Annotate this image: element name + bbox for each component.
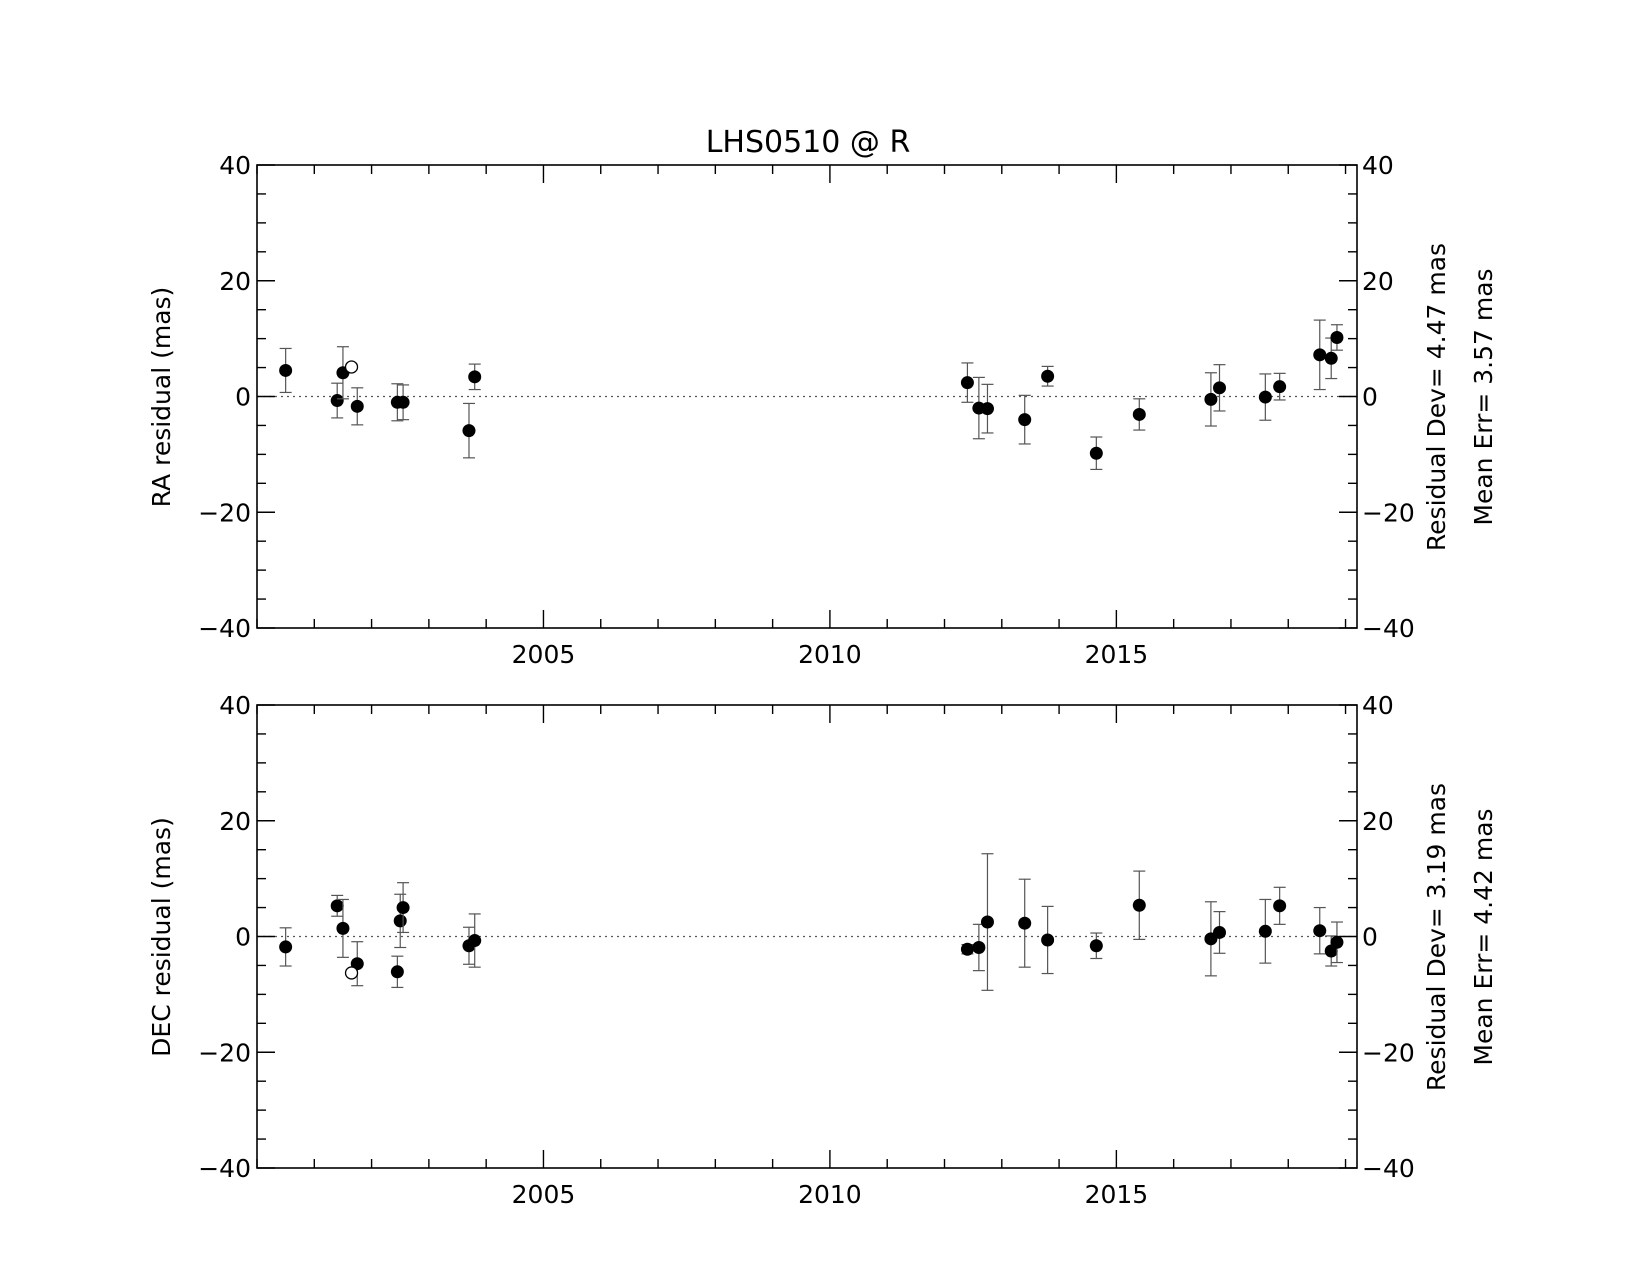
data-point bbox=[1204, 392, 1218, 406]
plot-frame bbox=[256, 164, 1358, 629]
residual-stat-label: Residual Dev= 3.19 mas bbox=[1422, 783, 1451, 1091]
x-tick-label: 2010 bbox=[798, 1180, 862, 1209]
y-tick-label: −20 bbox=[198, 498, 251, 527]
residual-stat-label: Mean Err= 3.57 mas bbox=[1469, 268, 1498, 525]
data-point bbox=[1213, 381, 1226, 395]
y-tick-label-right: −20 bbox=[1362, 498, 1415, 527]
data-point bbox=[1041, 369, 1055, 383]
data-point bbox=[1258, 924, 1272, 938]
data-point bbox=[468, 934, 482, 948]
data-point bbox=[279, 363, 293, 377]
data-point bbox=[1258, 390, 1272, 404]
data-point bbox=[960, 942, 974, 956]
y-tick-label-right: −20 bbox=[1362, 1038, 1415, 1067]
x-tick-label: 2005 bbox=[512, 1180, 576, 1209]
y-tick-label-right: 40 bbox=[1362, 691, 1394, 720]
y-axis-label: DEC residual (mas) bbox=[147, 817, 176, 1057]
data-point bbox=[330, 899, 344, 913]
data-point bbox=[390, 965, 404, 979]
y-tick-label: 0 bbox=[235, 923, 251, 952]
y-tick-label-right: 20 bbox=[1362, 267, 1394, 296]
data-point bbox=[960, 376, 974, 390]
data-point bbox=[1330, 330, 1344, 344]
data-point bbox=[1273, 899, 1287, 913]
data-point bbox=[1018, 413, 1032, 427]
data-point bbox=[396, 395, 410, 409]
plot-frame bbox=[256, 704, 1358, 1169]
data-point bbox=[462, 424, 476, 438]
data-point bbox=[1330, 935, 1344, 949]
data-point bbox=[1324, 351, 1338, 365]
y-tick-label: 20 bbox=[219, 267, 251, 296]
y-tick-label-right: 0 bbox=[1362, 383, 1378, 412]
data-point bbox=[1089, 446, 1103, 460]
y-tick-label: −40 bbox=[198, 1154, 251, 1183]
y-tick-label: −20 bbox=[198, 1038, 251, 1067]
dec-residual-panel: 2005 2010 2015 −40 −40 −20 −20 0 0 20 20 40 40 DEC re… bbox=[147, 691, 1498, 1209]
y-tick-label-right: −40 bbox=[1362, 1154, 1415, 1183]
open-data-point bbox=[344, 966, 359, 980]
x-tick-label: 2010 bbox=[798, 640, 862, 669]
y-axis-label: RA residual (mas) bbox=[147, 287, 176, 508]
data-point bbox=[1273, 380, 1287, 394]
x-tick-label: 2015 bbox=[1085, 640, 1149, 669]
data-point bbox=[393, 914, 407, 928]
y-tick-label: 20 bbox=[219, 807, 251, 836]
y-tick-label: 0 bbox=[235, 383, 251, 412]
y-tick-label-right: 0 bbox=[1362, 923, 1378, 952]
data-point bbox=[330, 394, 344, 408]
y-tick-label: −40 bbox=[198, 614, 251, 643]
data-point bbox=[1313, 924, 1327, 938]
data-point bbox=[1132, 898, 1146, 912]
y-tick-label-right: 20 bbox=[1362, 807, 1394, 836]
data-point bbox=[1313, 348, 1327, 362]
data-point bbox=[1132, 407, 1146, 421]
x-tick-label: 2015 bbox=[1085, 1180, 1149, 1209]
ra-residual-panel: 2005 2010 2015 −40 −40 −20 −20 0 0 20 20 40 40 RA res… bbox=[147, 151, 1498, 669]
y-tick-label: 40 bbox=[219, 691, 251, 720]
open-data-point bbox=[344, 360, 359, 374]
data-point bbox=[1018, 916, 1032, 930]
y-tick-label-right: −40 bbox=[1362, 614, 1415, 643]
data-point bbox=[396, 901, 410, 915]
residual-stat-label: Mean Err= 4.42 mas bbox=[1469, 808, 1498, 1065]
y-tick-label: 40 bbox=[219, 151, 251, 180]
data-point bbox=[980, 915, 994, 929]
data-point bbox=[350, 399, 364, 413]
y-tick-label-right: 40 bbox=[1362, 151, 1394, 180]
chart-title: LHS0510 @ R bbox=[706, 125, 911, 160]
data-point bbox=[468, 370, 482, 384]
data-point bbox=[1089, 939, 1103, 953]
data-point bbox=[972, 940, 986, 954]
data-point bbox=[279, 940, 293, 954]
x-tick-label: 2005 bbox=[512, 640, 576, 669]
residual-stat-label: Residual Dev= 4.47 mas bbox=[1422, 243, 1451, 551]
data-point bbox=[1041, 933, 1055, 947]
data-point bbox=[980, 402, 994, 416]
data-point bbox=[336, 921, 350, 935]
data-point bbox=[1213, 925, 1226, 939]
